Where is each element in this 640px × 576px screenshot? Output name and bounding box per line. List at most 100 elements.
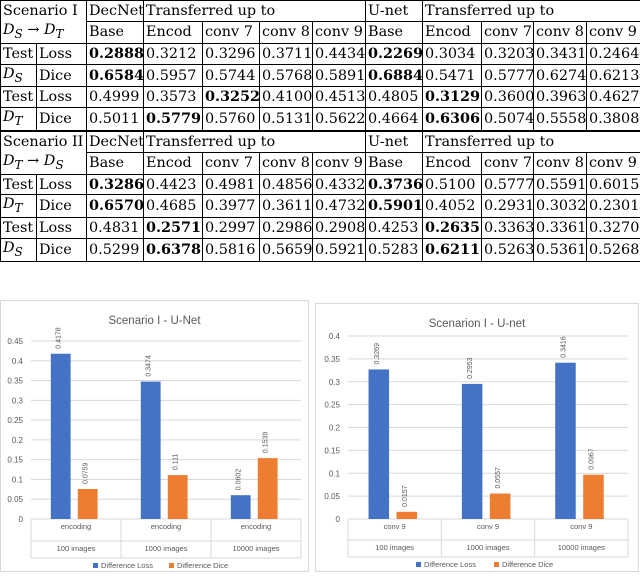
- data-label: 0.0557: [495, 467, 502, 489]
- value-cell: 0.5268: [587, 238, 640, 261]
- value-cell: 0.4423: [144, 174, 203, 195]
- row-group: Test: [1, 174, 37, 195]
- value-cell: 0.2269: [366, 43, 423, 64]
- subheader-cell: conv 9: [587, 152, 640, 174]
- value-cell: 0.5779: [144, 108, 203, 131]
- value-cell: 0.3977: [203, 195, 260, 218]
- value-cell: 0.5659: [260, 238, 313, 261]
- value-cell: 0.3736: [366, 174, 423, 195]
- chart-title: Scenario I - U-Net: [108, 315, 201, 327]
- bar-chart-scenario-1-encoding: Scenario I - U-Net00.050.10.150.20.250.3…: [1, 301, 308, 571]
- value-cell: 0.5471: [423, 64, 482, 87]
- row-group: DT: [1, 195, 37, 218]
- row-metric: Dice: [37, 64, 87, 87]
- subheader-cell: Encod: [144, 21, 203, 43]
- value-cell: 0.4732: [313, 195, 366, 218]
- value-cell: 0.5816: [203, 238, 260, 261]
- value-cell: 0.5283: [366, 238, 423, 261]
- row-metric: Loss: [37, 174, 87, 195]
- value-cell: 0.3034: [423, 43, 482, 64]
- x-group-label: 100 images: [57, 544, 96, 553]
- value-cell: 0.3573: [144, 87, 203, 108]
- value-cell: 0.2986: [260, 218, 313, 239]
- row-metric: Dice: [37, 108, 87, 131]
- value-cell: 0.4513: [313, 87, 366, 108]
- value-cell: 0.5011: [87, 108, 144, 131]
- subheader-cell: conv 9: [313, 21, 366, 43]
- x-tick-label: encoding: [241, 522, 271, 531]
- value-cell: 0.4999: [87, 87, 144, 108]
- value-cell: 0.4332: [313, 174, 366, 195]
- bar: [51, 354, 71, 519]
- header-transferred: Transferred up to: [423, 1, 640, 22]
- value-cell: 0.6884: [366, 64, 423, 87]
- data-label: 0.0602: [236, 469, 243, 491]
- value-cell: 0.2997: [203, 218, 260, 239]
- subheader-cell: conv 8: [534, 21, 587, 43]
- subheader-cell: conv 8: [260, 152, 313, 174]
- bar: [231, 495, 251, 519]
- value-cell: 0.3361: [534, 218, 587, 239]
- subheader-cell: conv 9: [587, 21, 640, 43]
- x-tick-label: encoding: [151, 522, 181, 531]
- value-cell: 0.3286: [87, 174, 144, 195]
- subheader-cell: Base: [87, 21, 144, 43]
- data-label: 0.0759: [83, 462, 90, 484]
- value-cell: 0.3212: [144, 43, 203, 64]
- bar: [141, 382, 161, 519]
- row-metric: Loss: [37, 218, 87, 239]
- bar-chart-scenario-1-conv9: Scenarion I - U-net00.050.10.150.20.250.…: [316, 304, 638, 571]
- value-cell: 0.4627: [587, 87, 640, 108]
- subheader-cell: conv 7: [482, 21, 534, 43]
- legend-swatch: [169, 563, 174, 568]
- data-label: 0.0967: [588, 448, 595, 470]
- row-metric: Loss: [37, 87, 87, 108]
- value-cell: 0.2635: [423, 218, 482, 239]
- scenario-title: Scenario I: [1, 1, 87, 22]
- x-tick-label: encoding: [61, 522, 91, 531]
- value-cell: 0.4831: [87, 218, 144, 239]
- subheader-cell: Base: [366, 21, 423, 43]
- header-transferred: Transferred up to: [144, 131, 366, 152]
- legend-entry: Difference Loss: [424, 560, 476, 569]
- subheader-cell: conv 8: [260, 21, 313, 43]
- value-cell: 0.6211: [423, 238, 482, 261]
- value-cell: 0.3203: [482, 43, 534, 64]
- row-metric: Dice: [37, 238, 87, 261]
- legend-entry: Difference Dice: [502, 560, 553, 569]
- row-metric: Dice: [37, 195, 87, 218]
- scenario-direction: DT → DS: [1, 152, 87, 174]
- data-label: 0.3474: [146, 355, 153, 377]
- y-tick-label: 0.05: [324, 492, 340, 501]
- subheader-cell: Encod: [423, 152, 482, 174]
- value-cell: 0.6584: [87, 64, 144, 87]
- value-cell: 0.2464: [587, 43, 640, 64]
- value-cell: 0.6306: [423, 108, 482, 131]
- value-cell: 0.3431: [534, 43, 587, 64]
- data-label: 0.1539: [263, 432, 270, 454]
- y-tick-label: 0.15: [324, 446, 340, 455]
- y-tick-label: 0.45: [7, 337, 23, 346]
- y-tick-label: 0: [336, 515, 341, 524]
- header-transferred: Transferred up to: [423, 131, 640, 152]
- y-tick-label: 0.15: [7, 456, 23, 465]
- value-cell: 0.4100: [260, 87, 313, 108]
- value-cell: 0.5760: [203, 108, 260, 131]
- y-tick-label: 0.35: [324, 355, 340, 364]
- value-cell: 0.2931: [482, 195, 534, 218]
- value-cell: 0.3270: [587, 218, 640, 239]
- value-cell: 0.2888: [87, 43, 144, 64]
- y-tick-label: 0.1: [12, 475, 24, 484]
